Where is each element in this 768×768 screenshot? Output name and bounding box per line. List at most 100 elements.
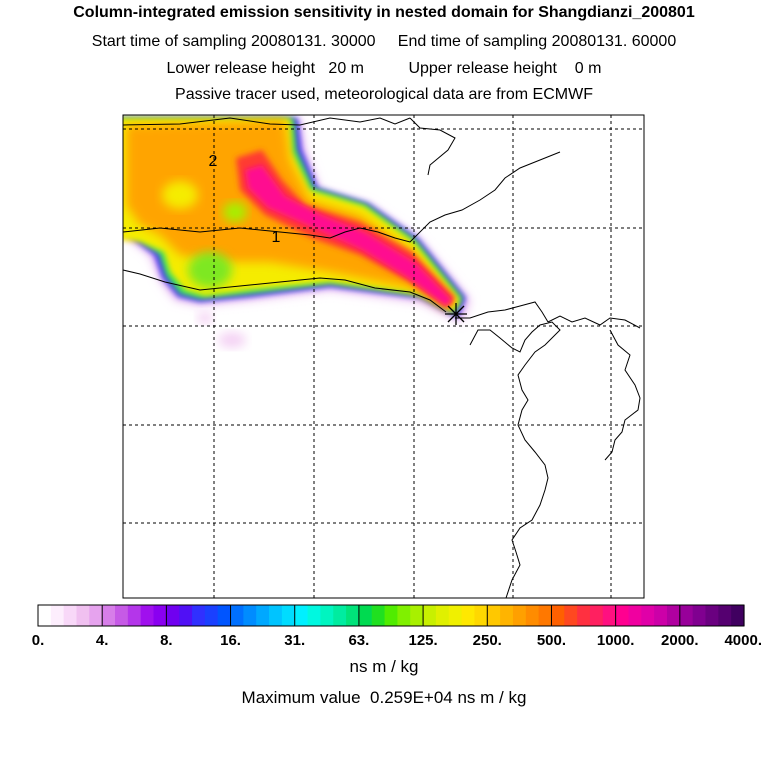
colorbar-tick-label: 1000.: [597, 632, 635, 649]
colorbar-tick-label: 2000.: [661, 632, 699, 649]
colorbar-swatch: [192, 605, 206, 626]
end-value: 20080131. 60000: [551, 33, 677, 50]
colorbar-swatch: [140, 605, 155, 626]
colorbar-swatch: [474, 605, 488, 626]
start-value: 20080131. 30000: [250, 33, 376, 50]
colorbar-swatch: [512, 605, 527, 626]
colorbar-swatch: [127, 605, 142, 626]
colorbar-swatch: [731, 605, 745, 626]
colorbar-ticks: 0. 4. 8. 16. 31. 63. 125. 250. 500. 1000. 2000. 400…: [32, 632, 762, 649]
colorbar-tick-label: 0.: [32, 632, 45, 649]
colorbar-swatch: [166, 605, 180, 626]
colorbar-swatch: [294, 605, 309, 626]
colorbar-tick-label: 250.: [473, 632, 502, 649]
plume-patch: [223, 202, 247, 222]
colorbar: [37, 604, 745, 627]
colorbar-swatch: [602, 605, 617, 626]
plume-contour-2000: [245, 165, 452, 306]
colorbar-swatch: [346, 605, 360, 626]
colorbar-swatch: [538, 605, 553, 626]
colorbar-swatch: [551, 605, 565, 626]
colorbar-swatch: [589, 605, 604, 626]
colorbar-swatch: [718, 605, 732, 626]
colorbar-swatch: [102, 605, 116, 626]
colorbar-swatch: [204, 605, 219, 626]
coastline: [123, 151, 561, 243]
colorbar-swatch: [256, 605, 270, 626]
maximum-value: Maximum value 0.259E+04 ns m / kg: [241, 688, 527, 707]
colorbar-swatch: [179, 605, 193, 626]
colorbar-swatch: [666, 605, 681, 626]
colorbar-swatch: [641, 605, 655, 626]
colorbar-swatch: [500, 605, 514, 626]
upper-label: Upper release height: [408, 60, 557, 77]
colorbar-swatch: [230, 605, 244, 626]
colorbar-swatch: [217, 605, 232, 626]
colorbar-swatch: [410, 605, 424, 626]
colorbar-units: ns m / kg: [349, 657, 419, 676]
colorbar-swatch: [333, 605, 347, 626]
colorbar-swatch: [320, 605, 334, 626]
release-point-marker: [445, 303, 467, 325]
colorbar-swatch: [628, 605, 642, 626]
colorbar-swatch: [269, 605, 283, 626]
colorbar-swatch: [692, 605, 707, 626]
colorbar-swatch: [615, 605, 630, 626]
plume-patch: [162, 181, 198, 209]
colorbar-swatch: [705, 605, 719, 626]
colorbar-tick-label: 500.: [537, 632, 566, 649]
colorbar-swatch: [679, 605, 694, 626]
lower-value: 20 m: [328, 60, 364, 77]
colorbar-tick-label: 63.: [348, 632, 369, 649]
colorbar-swatch: [76, 605, 90, 626]
colorbar-swatch: [397, 605, 411, 626]
colorbar-tick-label: 8.: [160, 632, 173, 649]
colorbar-tick-label: 31.: [284, 632, 305, 649]
sampling-times: Start time of sampling 20080131. 30000 E…: [0, 33, 768, 51]
colorbar-swatch: [281, 605, 296, 626]
colorbar-swatch: [461, 605, 476, 626]
colorbar-swatch: [654, 605, 668, 626]
release-heights: Lower release height 20 m Upper release …: [0, 60, 768, 78]
colorbar-swatch: [243, 605, 257, 626]
plume-patch: [188, 252, 232, 288]
graticule: [123, 115, 644, 598]
colorbar-swatch: [115, 605, 129, 626]
colorbar-swatch: [307, 605, 321, 626]
colorbar-swatch: [564, 605, 578, 626]
plume-ghost: [218, 332, 246, 348]
plume-ghost: [197, 312, 213, 324]
upper-value: 0 m: [574, 60, 602, 77]
colorbar-swatch: [384, 605, 399, 626]
coastline: [455, 301, 549, 323]
colorbar-tick-label: 16.: [220, 632, 241, 649]
colorbar-tick-label: 4000.: [724, 632, 762, 649]
coastline: [547, 315, 641, 329]
colorbar-tick-label: 125.: [408, 632, 437, 649]
chart-title: Column-integrated emission sensitivity i…: [73, 4, 695, 21]
colorbar-swatch: [448, 605, 463, 626]
colorbar-swatch: [371, 605, 386, 626]
end-label: End time of sampling: [397, 33, 548, 50]
cluster-label-1: 1: [272, 229, 281, 246]
coastline: [469, 321, 561, 598]
colorbar-swatch: [358, 605, 373, 626]
colorbar-swatch: [38, 605, 52, 626]
tracer-note: Passive tracer used, meteorological data…: [175, 86, 593, 103]
colorbar-swatch: [577, 605, 591, 626]
plume-layer: [123, 118, 470, 348]
colorbar-swatch: [153, 605, 167, 626]
cluster-label-2: 2: [209, 153, 218, 170]
colorbar-swatch: [435, 605, 450, 626]
coastlines: [123, 117, 641, 598]
lower-label: Lower release height: [166, 60, 316, 77]
start-label: Start time of sampling: [91, 33, 247, 50]
coastline: [604, 329, 641, 461]
colorbar-swatch: [89, 605, 103, 626]
colorbar-swatch: [525, 605, 540, 626]
map-frame: [122, 114, 645, 599]
coastline: [123, 117, 411, 126]
colorbar-tick-label: 4.: [96, 632, 109, 649]
colorbar-swatch: [50, 605, 65, 626]
